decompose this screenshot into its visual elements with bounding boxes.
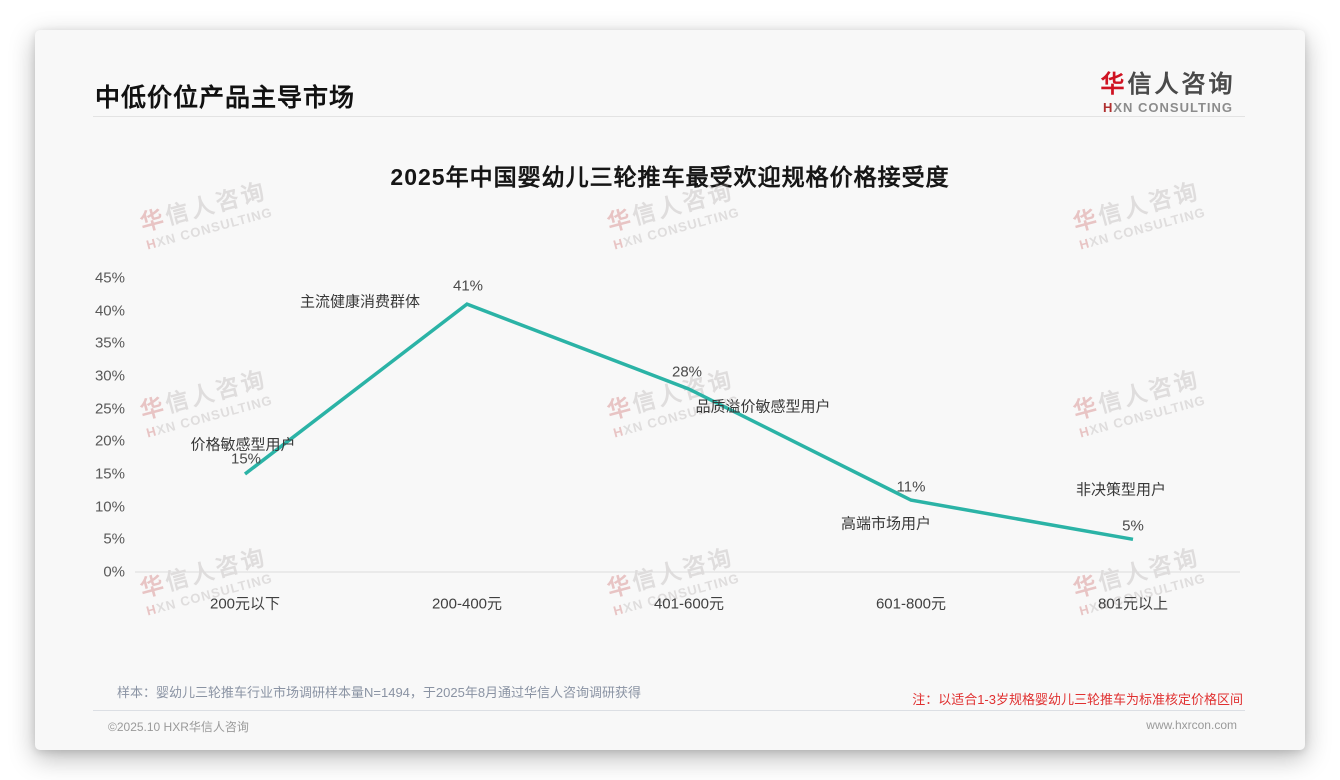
page-title: 中低价位产品主导市场 bbox=[95, 84, 356, 112]
copyright-text: ©2025.10 HXR华信人咨询 bbox=[108, 720, 249, 734]
slide-card: 中低价位产品主导市场 华信人咨询 HXN CONSULTING 2025年中国婴… bbox=[35, 30, 1305, 750]
chart-title: 2025年中国婴幼儿三轮推车最受欢迎规格价格接受度 bbox=[390, 164, 950, 190]
header-divider bbox=[93, 116, 1245, 117]
brand-logo-en: HXN CONSULTING bbox=[1102, 100, 1234, 115]
footnote-divider bbox=[93, 710, 1245, 711]
sample-note: 样本：婴幼儿三轮推车行业市场调研样本量N=1494，于2025年8月通过华信人咨… bbox=[117, 685, 642, 700]
brand-logo-cn: 华信人咨询 bbox=[1100, 71, 1236, 98]
brand-logo: 华信人咨询 HXN CONSULTING bbox=[1093, 64, 1243, 115]
price-basis-note: 注：以适合1-3岁规格婴幼儿三轮推车为标准核定价格区间 bbox=[912, 692, 1243, 707]
website-text: www.hxrcon.com bbox=[1146, 718, 1237, 732]
